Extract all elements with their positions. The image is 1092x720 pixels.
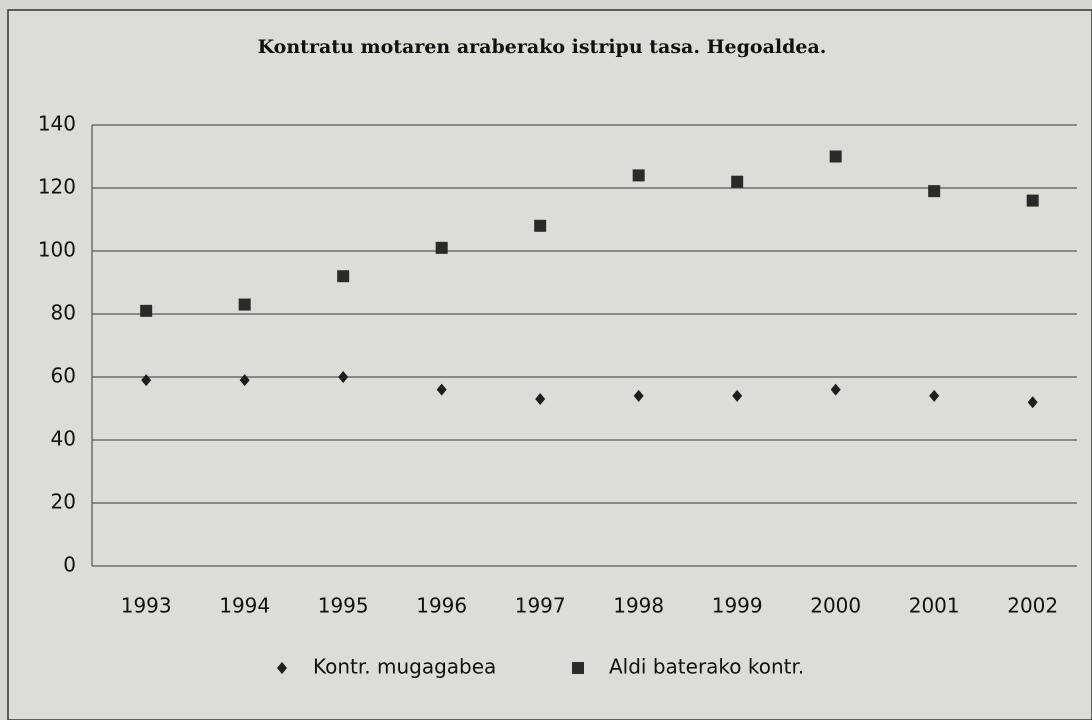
x-tick-label: 1993 — [121, 594, 172, 618]
diamond-marker — [633, 389, 644, 402]
square-marker — [534, 219, 547, 232]
diamond-marker — [141, 374, 152, 387]
square-marker — [140, 304, 153, 317]
chart-title: Kontratu motaren araberako istripu tasa.… — [258, 36, 827, 58]
diamond-marker — [277, 662, 287, 674]
square-marker — [928, 185, 941, 198]
square-marker — [1026, 194, 1039, 207]
square-marker — [829, 150, 842, 163]
legend-label: Kontr. mugagabea — [313, 655, 496, 679]
y-tick-label: 140 — [38, 112, 76, 136]
y-tick-label: 100 — [38, 238, 76, 262]
diamond-marker — [436, 383, 447, 396]
x-tick-label: 2002 — [1007, 594, 1058, 618]
y-tick-label: 40 — [51, 427, 76, 451]
y-tick-label: 20 — [51, 490, 76, 514]
diamond-marker — [1027, 396, 1038, 409]
diamond-marker — [535, 393, 546, 406]
square-marker — [238, 298, 251, 311]
x-tick-label: 2000 — [810, 594, 861, 618]
x-tick-label: 1999 — [712, 594, 763, 618]
chart-frame — [7, 9, 1092, 720]
diamond-marker — [830, 383, 841, 396]
diamond-marker — [929, 389, 940, 402]
x-tick-label: 1995 — [318, 594, 369, 618]
diamond-marker — [239, 374, 250, 387]
y-tick-label: 80 — [51, 301, 76, 325]
legend-label: Aldi baterako kontr. — [609, 655, 804, 679]
square-marker — [731, 175, 744, 188]
diamond-marker — [338, 371, 349, 383]
y-tick-label: 60 — [51, 364, 76, 388]
x-tick-label: 1994 — [219, 594, 270, 618]
y-tick-label: 120 — [38, 175, 76, 199]
square-marker — [337, 270, 350, 283]
square-marker — [572, 662, 584, 674]
x-tick-label: 1996 — [416, 594, 467, 618]
square-marker — [435, 241, 448, 254]
square-marker — [632, 169, 645, 182]
x-tick-label: 1998 — [613, 594, 664, 618]
y-tick-label: 0 — [63, 553, 76, 577]
x-tick-label: 2001 — [909, 594, 960, 618]
diamond-marker — [732, 389, 743, 402]
x-tick-label: 1997 — [515, 594, 566, 618]
